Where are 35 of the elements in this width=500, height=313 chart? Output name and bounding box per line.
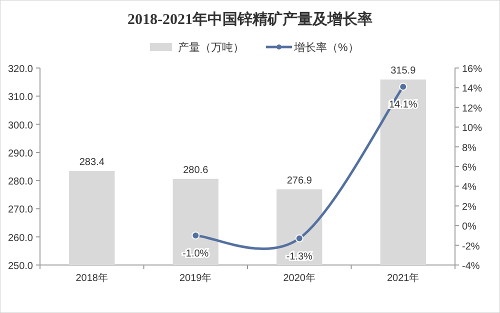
y2-tick-label: 14% — [462, 84, 482, 95]
chart-title: 2018-2021年中国锌精矿产量及增长率 — [128, 10, 372, 28]
y-tick-label: 250.0 — [8, 261, 34, 272]
x-tick-label: 2020年 — [283, 272, 316, 284]
y2-tick-label: 4% — [462, 182, 477, 194]
x-tick-label: 2018年 — [76, 272, 108, 284]
data-label: -1.0% — [182, 248, 209, 260]
y2-tick-label: 2% — [462, 202, 477, 213]
y-tick-label: 300.0 — [8, 120, 34, 132]
x-tick-label: 2021年 — [387, 272, 420, 284]
y2-tick-label: -4% — [462, 261, 480, 272]
y2-tick-label: -2% — [462, 241, 480, 252]
data-label: -1.3% — [286, 251, 313, 262]
y-tick-label: 270.0 — [8, 204, 34, 216]
point — [295, 234, 304, 242]
y-tick-label: 260.0 — [8, 232, 34, 244]
y-tick-label: 280.0 — [8, 176, 34, 188]
y-tick-label: 290.0 — [8, 148, 34, 160]
y-tick-label: 310.0 — [8, 92, 34, 104]
y2-tick-label: 0% — [462, 222, 477, 233]
y2-tick-label: 12% — [462, 103, 482, 114]
y2-tick-label: 10% — [462, 123, 482, 134]
y-tick-label: 320.0 — [8, 64, 34, 75]
y2-tick-label: 16% — [462, 64, 482, 75]
x-tick-label: 2019年 — [180, 272, 212, 284]
data-label: 276.9 — [286, 175, 312, 186]
point — [192, 231, 200, 240]
y2-tick-label: 6% — [462, 162, 477, 174]
point — [399, 82, 408, 91]
data-label: 315.9 — [390, 66, 416, 77]
y2-tick-label: 8% — [462, 142, 477, 154]
legend-label: 增长率（%） — [293, 41, 359, 54]
data-label: 283.4 — [79, 157, 105, 168]
data-label: 280.6 — [183, 164, 209, 176]
legend-label: 产量（万吨） — [178, 41, 244, 54]
